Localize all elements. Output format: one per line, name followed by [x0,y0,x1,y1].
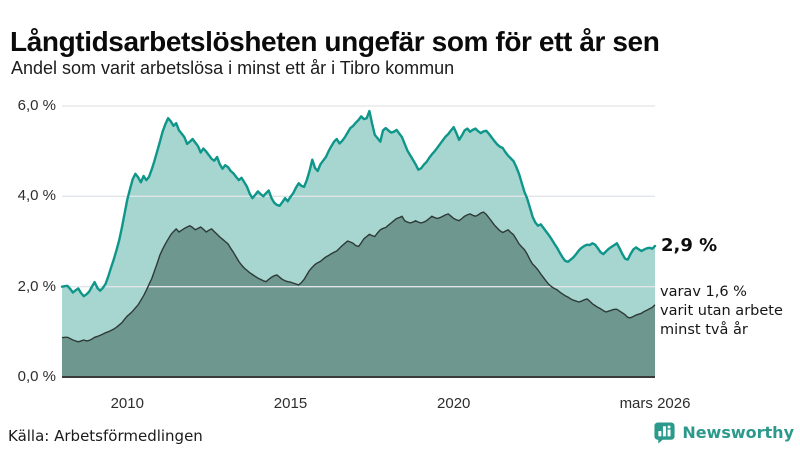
series-two-year-area [62,212,655,377]
series-total-line [60,109,657,298]
annotation-line-2: varit utan arbete [660,302,783,319]
annotation-line-3: minst två år [660,321,748,338]
series-two-year-line [61,211,656,343]
x-axis-label-mars-2026: mars 2026 [619,395,691,412]
annotation-line-1: varav 1,6 % [660,283,747,300]
chart-subtitle: Andel som varit arbetslösa i minst ett å… [11,58,455,78]
newsworthy-logo: Newsworthy [653,421,794,444]
y-axis-label-6: 6,0 % [17,97,56,114]
gridlines [62,105,655,288]
newsworthy-speech-bubble-chart-icon [654,422,675,444]
end-annotation-two-year: varav 1,6 % varit utan arbete minst två … [660,283,783,340]
x-axis-label-2020: 2020 [437,395,471,412]
y-axis-label-2: 2,0 % [17,277,56,295]
x-axis-label-2015: 2015 [273,395,308,412]
y-axis-label-0: 0,0 % [17,368,56,385]
page-title: Långtidsarbetslösheten ungefär som för e… [10,25,660,57]
end-value-label-total: 2,9 % [661,235,718,257]
x-axis-label-2010: 2010 [110,395,144,412]
y-axis-label-4: 4,0 % [17,187,56,205]
brand-name: Newsworthy [682,423,794,442]
source-text: Källa: Arbetsförmedlingen [8,427,203,445]
